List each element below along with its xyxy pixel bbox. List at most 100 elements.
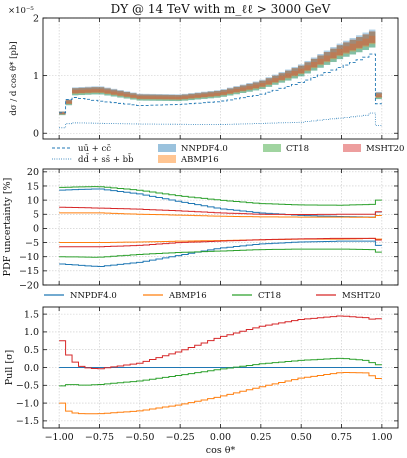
frame-layer bbox=[42, 17, 399, 429]
top-band-MSHT20-21 bbox=[194, 93, 202, 98]
legend-line-label-ABMP16: ABMP16 bbox=[168, 291, 207, 301]
top-band-CT18-37 bbox=[297, 65, 305, 77]
top-band-MSHT20-16 bbox=[162, 94, 169, 100]
data-layer bbox=[59, 29, 382, 415]
x-tick-label-1: −0.75 bbox=[85, 432, 114, 443]
top-band-CT18-47 bbox=[362, 34, 369, 50]
top-band-MSHT20-28 bbox=[239, 85, 247, 91]
middle-ytick-label-5: 5 bbox=[33, 210, 39, 221]
top-band-ABMP16-32 bbox=[265, 80, 273, 86]
x-tick-label-6: 0.50 bbox=[291, 432, 312, 443]
top-band-ABMP16-21 bbox=[194, 94, 202, 99]
top-band-ABMP16-45 bbox=[349, 43, 357, 52]
top-band-MSHT20-23 bbox=[207, 91, 215, 97]
top-band-ABMP16-4 bbox=[84, 89, 92, 94]
top-band-MSHT20-0 bbox=[59, 111, 66, 115]
top-band-CT18-3 bbox=[78, 87, 85, 95]
chart-title: DY @ 14 TeV with m_ℓℓ > 3000 GeV bbox=[111, 2, 331, 16]
top-band-NNPDF4.0-3 bbox=[78, 87, 85, 96]
top-band-MSHT20-5 bbox=[91, 87, 98, 93]
top-band-CT18-14 bbox=[149, 94, 156, 101]
legend-line-label-MSHT20: MSHT20 bbox=[342, 291, 380, 301]
top-band-MSHT20-47 bbox=[362, 34, 369, 46]
middle-ytick-label-0: −20 bbox=[19, 280, 39, 291]
top-band-NNPDF4.0-36 bbox=[291, 66, 298, 79]
top-band-NNPDF4.0-21 bbox=[194, 92, 202, 100]
top-band-MSHT20-4 bbox=[84, 87, 92, 93]
legend-dd-ss-bb-label: dd̄ + ss̄ + bb̄ bbox=[78, 153, 134, 165]
bottom-ytick-label-0: −1.5 bbox=[16, 416, 39, 427]
top-band-CT18-0 bbox=[59, 111, 66, 116]
top-band-ABMP16-9 bbox=[117, 92, 124, 97]
top-band-ABMP16-3 bbox=[78, 89, 85, 94]
top-band-MSHT20-34 bbox=[278, 73, 286, 80]
top-band-CT18-31 bbox=[259, 80, 266, 89]
top-band-MSHT20-9 bbox=[117, 90, 124, 96]
top-band-ABMP16-42 bbox=[330, 52, 337, 60]
middle-line-down-MSHT20 bbox=[59, 237, 382, 248]
top-band-NNPDF4.0-35 bbox=[285, 69, 292, 81]
top-band-ABMP16-48 bbox=[368, 35, 376, 45]
legend-band-swatch-NNPDF4.0 bbox=[158, 144, 176, 152]
top-band-NNPDF4.0-30 bbox=[252, 81, 260, 91]
top-y-multiplier: ×10⁻⁵ bbox=[8, 6, 34, 16]
top-ylabel: dσ / d cos θ* [pb] bbox=[9, 41, 19, 115]
top-band-CT18-43 bbox=[336, 45, 344, 60]
middle-ytick-label-2: −10 bbox=[19, 252, 39, 263]
top-band-CT18-9 bbox=[117, 90, 124, 98]
x-tick-label-4: 0.00 bbox=[210, 432, 231, 443]
top-band-MSHT20-46 bbox=[356, 36, 363, 48]
middle-ytick-label-8: 20 bbox=[27, 167, 39, 178]
top-band-MSHT20-45 bbox=[349, 39, 357, 51]
legend-line-label-CT18: CT18 bbox=[258, 291, 281, 301]
top-band-NNPDF4.0-24 bbox=[214, 90, 221, 98]
top-band-CT18-45 bbox=[349, 39, 357, 55]
middle-ytick-label-7: 15 bbox=[27, 181, 39, 192]
top-band-CT18-2 bbox=[72, 88, 79, 96]
top-band-NNPDF4.0-2 bbox=[72, 87, 79, 96]
legend-uu-cc-label: uū + cc̄ bbox=[78, 144, 111, 154]
top-band-MSHT20-44 bbox=[343, 42, 350, 53]
top-band-CT18-4 bbox=[84, 87, 92, 95]
top-band-CT18-1 bbox=[65, 99, 73, 106]
top-band-CT18-40 bbox=[317, 55, 324, 68]
top-band-ABMP16-22 bbox=[201, 94, 208, 98]
top-band-ABMP16-16 bbox=[162, 96, 169, 100]
legend-line-label-NNPDF4.0: NNPDF4.0 bbox=[70, 291, 117, 301]
top-band-NNPDF4.0-8 bbox=[110, 88, 118, 97]
x-tick-label-8: 1.00 bbox=[371, 432, 392, 443]
middle-line-up-MSHT20 bbox=[59, 206, 382, 216]
top-band-NNPDF4.0-14 bbox=[149, 93, 156, 101]
top-band-NNPDF4.0-15 bbox=[155, 94, 163, 101]
top-band-CT18-28 bbox=[239, 85, 247, 93]
top-band-NNPDF4.0-23 bbox=[207, 90, 215, 99]
top-band-NNPDF4.0-22 bbox=[201, 91, 208, 99]
top-band-CT18-33 bbox=[272, 75, 279, 85]
top-band-NNPDF4.0-5 bbox=[91, 86, 98, 95]
legend-band-label-ABMP16: ABMP16 bbox=[180, 155, 219, 165]
bottom-ytick-label-4: 0.5 bbox=[24, 345, 39, 356]
top-band-NNPDF4.0-39 bbox=[310, 57, 318, 71]
top-band-ABMP16-49 bbox=[375, 94, 382, 98]
top-band-ABMP16-27 bbox=[233, 88, 240, 93]
top-band-MSHT20-7 bbox=[104, 88, 111, 94]
middle-line-down-NNPDF4.0 bbox=[59, 240, 382, 267]
top-band-NNPDF4.0-43 bbox=[336, 43, 344, 60]
top-band-NNPDF4.0-37 bbox=[297, 64, 305, 77]
top-band-ABMP16-36 bbox=[291, 70, 298, 77]
top-band-MSHT20-35 bbox=[285, 70, 292, 78]
top-band-CT18-16 bbox=[162, 94, 169, 101]
top-band-NNPDF4.0-28 bbox=[239, 84, 247, 94]
top-band-MSHT20-32 bbox=[265, 78, 273, 85]
top-band-ABMP16-11 bbox=[130, 94, 137, 99]
top-band-NNPDF4.0-46 bbox=[356, 35, 363, 53]
bottom-ytick-label-2: −0.5 bbox=[16, 381, 39, 392]
top-band-NNPDF4.0-20 bbox=[188, 93, 195, 101]
top-band-MSHT20-25 bbox=[220, 89, 227, 95]
top-band-NNPDF4.0-9 bbox=[117, 90, 124, 98]
middle-line-up-CT18 bbox=[59, 186, 382, 206]
top-ytick-label-0: 0 bbox=[33, 129, 39, 140]
top-band-ABMP16-37 bbox=[297, 68, 305, 75]
x-tick-label-2: −0.50 bbox=[125, 432, 154, 443]
